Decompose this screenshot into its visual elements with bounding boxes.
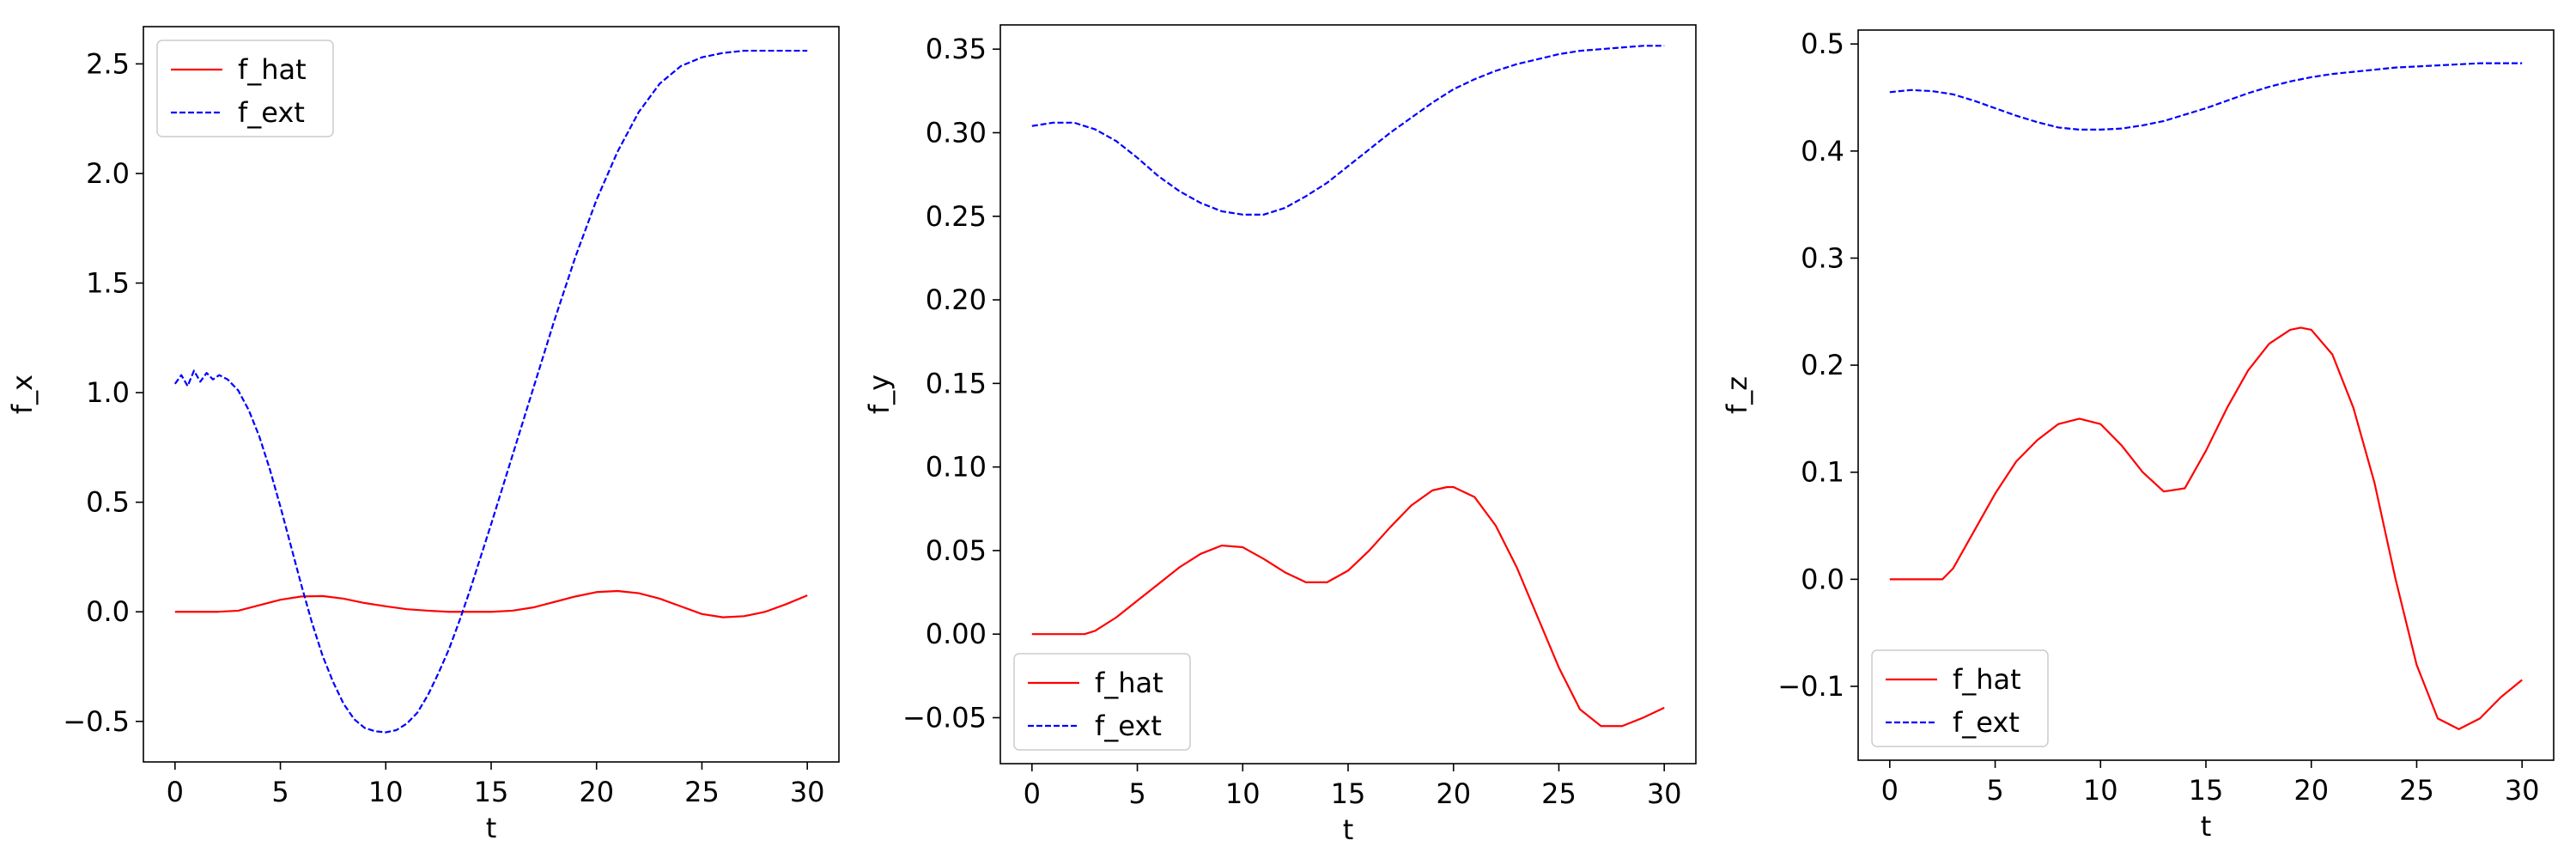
y-tick-label: −0.05 bbox=[902, 701, 987, 734]
y-axis-label: f_x bbox=[6, 375, 39, 414]
legend-label: f_ext bbox=[1095, 710, 1162, 742]
y-tick-label: 0.30 bbox=[926, 116, 987, 149]
plot-panel-1: 0 5 10 15 20 25 30 −0.5 0.0 0.5 1.0 1.5 2.0 2.5 t f_x f_… bbox=[6, 26, 840, 844]
x-tick-label: 0 bbox=[1024, 777, 1041, 810]
legend-label: f_hat bbox=[1095, 667, 1163, 699]
y-tick-label: 2.5 bbox=[86, 47, 130, 80]
x-tick-label: 5 bbox=[271, 776, 289, 808]
y-axis-label: f_z bbox=[1721, 376, 1753, 414]
x-tick-label: 0 bbox=[1881, 774, 1899, 807]
plot-panels: 0 5 10 15 20 25 30 −0.5 0.0 0.5 1.0 1.5 2.0 2.5 t f_x f_… bbox=[6, 24, 2555, 846]
y-tick-label: 1.5 bbox=[86, 267, 130, 300]
y-tick-label: 0.1 bbox=[1801, 456, 1844, 489]
x-tick-label: 5 bbox=[1128, 777, 1145, 810]
x-tick-label: 5 bbox=[1986, 774, 2003, 807]
legend-label: f_hat bbox=[238, 53, 307, 86]
plot-panel-3: 0 5 10 15 20 25 30 −0.1 0.0 0.1 0.2 0.3 0.4 0.5 t f_z f_… bbox=[1721, 27, 2555, 843]
x-tick-label: 30 bbox=[1647, 777, 1682, 810]
legend-label: f_ext bbox=[238, 96, 305, 129]
legend: f_hat f_ext bbox=[156, 40, 334, 137]
y-tick-label: 0.00 bbox=[926, 618, 987, 650]
y-tick-label: 0.5 bbox=[1801, 27, 1844, 60]
y-tick-label: −0.5 bbox=[63, 705, 130, 738]
y-axis-label: f_y bbox=[863, 375, 896, 414]
y-tick-label: 0.5 bbox=[86, 486, 130, 519]
y-tick-label: 0.0 bbox=[1801, 563, 1844, 595]
y-tick-label: 1.0 bbox=[86, 376, 130, 409]
legend-label: f_hat bbox=[1953, 663, 2021, 696]
series-line-f-ext bbox=[1889, 62, 2523, 131]
x-tick-label: 15 bbox=[1331, 777, 1366, 810]
y-tick-label: 0.2 bbox=[1801, 349, 1844, 381]
x-tick-label: 30 bbox=[790, 776, 825, 808]
y-tick-label: −0.1 bbox=[1777, 670, 1844, 703]
plot-panel-2: 0 5 10 15 20 25 30 −0.05 0.00 0.05 0.10 0.15 0.20 0.2… bbox=[863, 24, 1697, 846]
series-line-f-ext bbox=[1031, 45, 1665, 216]
x-axis-label: t bbox=[486, 812, 497, 844]
y-tick-label: 0.0 bbox=[86, 595, 130, 628]
series-line-f-hat bbox=[174, 589, 808, 618]
x-tick-label: 10 bbox=[1225, 777, 1261, 810]
x-tick-label: 20 bbox=[1436, 777, 1471, 810]
x-tick-label: 25 bbox=[1541, 777, 1577, 810]
y-tick-label: 0.05 bbox=[926, 534, 987, 567]
x-tick-label: 25 bbox=[684, 776, 720, 808]
y-tick-label: 0.25 bbox=[926, 200, 987, 233]
x-tick-label: 15 bbox=[474, 776, 509, 808]
x-axis-label: t bbox=[2201, 810, 2212, 843]
series-line-f-hat bbox=[1889, 326, 2523, 730]
x-axis-label: t bbox=[1343, 813, 1354, 846]
x-tick-label: 10 bbox=[368, 776, 404, 808]
x-tick-label: 0 bbox=[167, 776, 184, 808]
series-line-f-ext bbox=[173, 49, 808, 734]
y-tick-label: 2.0 bbox=[86, 157, 130, 190]
y-tick-label: 0.3 bbox=[1801, 241, 1844, 274]
x-tick-label: 20 bbox=[2293, 774, 2329, 807]
y-tick-label: 0.10 bbox=[926, 451, 987, 484]
y-tick-label: 0.15 bbox=[926, 367, 987, 399]
y-tick-label: 0.35 bbox=[926, 33, 987, 65]
x-tick-label: 30 bbox=[2505, 774, 2540, 807]
x-tick-label: 20 bbox=[579, 776, 614, 808]
legend: f_hat f_ext bbox=[1013, 653, 1191, 751]
legend-label: f_ext bbox=[1953, 706, 2020, 739]
series-line-f-hat bbox=[1031, 485, 1665, 728]
y-tick-label: 0.4 bbox=[1801, 135, 1844, 168]
legend: f_hat f_ext bbox=[1871, 649, 2049, 747]
x-tick-label: 25 bbox=[2399, 774, 2434, 807]
x-tick-label: 15 bbox=[2189, 774, 2224, 807]
y-tick-label: 0.20 bbox=[926, 283, 987, 316]
x-tick-label: 10 bbox=[2083, 774, 2118, 807]
